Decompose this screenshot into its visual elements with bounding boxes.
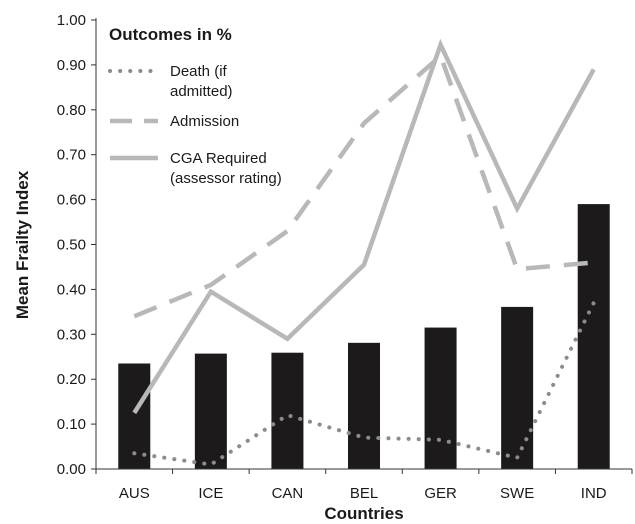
legend-label-admission: Admission — [170, 113, 239, 130]
legend-label-death: admitted) — [170, 83, 233, 100]
legend-label-cga: CGA Required — [170, 150, 267, 167]
axes-group: 0.00 0.10 0.20 0.30 0.40 0.50 0.60 0.70 0.80 0.90… — [57, 12, 633, 502]
y-tick-label: 1.00 — [57, 12, 86, 29]
y-tick-label: 0.70 — [57, 147, 86, 164]
x-tick-label: ICE — [198, 485, 223, 502]
legend: Outcomes in % Death (if admitted) Admission… — [108, 25, 282, 187]
x-tick-label: GER — [424, 485, 457, 502]
bar-bel — [348, 342, 380, 469]
lines-group — [132, 38, 596, 467]
series-line-death — [132, 300, 596, 467]
y-tick-label: 0.10 — [57, 416, 86, 433]
x-tick-label: IND — [581, 485, 607, 502]
x-tick-label: BEL — [350, 485, 378, 502]
legend-title: Outcomes in % — [109, 25, 232, 44]
bar-ger — [424, 327, 457, 469]
bar-can — [271, 352, 304, 469]
bar-swe — [501, 306, 534, 469]
x-tick-label: AUS — [119, 485, 150, 502]
legend-label-death: Death (if — [170, 63, 228, 80]
bar-ind — [577, 204, 610, 469]
y-tick-label: 0.40 — [57, 281, 86, 298]
series-line-admission — [133, 52, 594, 319]
bar-ice — [194, 353, 227, 469]
x-tick-label: CAN — [272, 485, 304, 502]
series-line-cga — [132, 38, 596, 415]
legend-label-cga: (assessor rating) — [170, 170, 282, 187]
y-tick-label: 0.20 — [57, 371, 86, 388]
y-tick-label: 0.80 — [57, 102, 86, 119]
x-tick-label: SWE — [500, 485, 534, 502]
bars-group — [118, 204, 610, 469]
y-tick-label: 0.60 — [57, 192, 86, 209]
y-tick-label: 0.30 — [57, 326, 86, 343]
y-tick-label: 0.00 — [57, 461, 86, 478]
y-axis-title: Mean Frailty Index — [13, 170, 32, 319]
y-tick-label: 0.50 — [57, 237, 86, 254]
x-axis-title: Countries — [324, 504, 403, 523]
y-tick-label: 0.90 — [57, 57, 86, 74]
